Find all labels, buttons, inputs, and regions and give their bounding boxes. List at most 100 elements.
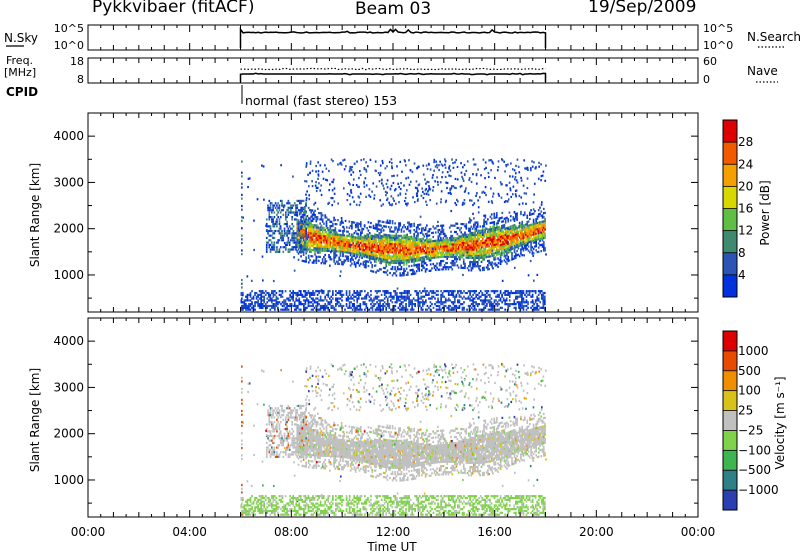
power-cell [371,304,374,308]
power-cell [309,225,311,228]
power-cell [286,222,288,226]
power-cell [272,232,274,235]
power-cell [501,231,503,234]
power-cell [376,254,379,258]
power-cell [499,231,502,234]
power-cell [532,237,535,240]
power-cell [483,243,485,247]
power-cell [467,254,470,257]
power-cell [278,209,281,212]
power-cell [450,236,452,240]
power-cell [282,206,285,209]
power-cell [328,256,330,259]
power-cell [442,268,445,271]
power-cell [428,297,430,300]
power-cell [473,248,475,251]
power-cell [398,234,400,238]
power-cell [322,291,325,295]
power-cell [503,242,506,245]
power-cell [265,250,268,253]
power-cell [461,237,464,240]
power-cell [462,233,465,236]
power-cell [315,259,318,262]
power-cell [406,238,409,241]
power-cell [339,248,342,251]
power-cell [418,248,421,251]
power-cell [464,225,466,228]
power-cell [363,180,365,183]
power-cell [321,306,323,309]
power-cell [542,241,545,244]
power-cell [481,233,484,236]
power-cell [340,219,343,222]
power-cell [539,227,541,230]
power-cell [403,184,405,187]
power-cell [425,291,427,295]
power-cell [344,246,347,250]
power-cell [489,261,492,264]
power-cell [523,159,526,162]
power-cell [349,264,352,267]
power-cell [370,290,372,293]
power-cell [393,189,396,192]
power-cell [333,247,335,251]
power-cell [406,293,409,296]
power-cell [428,244,431,247]
power-cell [403,234,405,237]
power-cell [325,231,328,234]
power-cell [498,259,501,262]
power-cell [444,163,446,166]
power-cell [319,164,322,167]
power-cell [330,251,332,254]
power-cell [507,228,510,231]
power-cell [342,246,344,249]
power-cell [292,239,295,242]
power-cell [490,240,493,243]
power-cell [335,304,337,308]
power-cell [459,185,462,188]
power-cell [316,216,319,219]
power-cell [526,235,529,238]
power-cell [456,251,459,255]
power-cell [265,241,268,244]
power-cell [396,297,398,300]
freq-left-tick-top: 18 [70,55,84,68]
power-cell [495,216,498,219]
power-cell [509,235,512,239]
power-cell [314,247,316,250]
power-cell [286,229,288,233]
power-cell [368,194,370,197]
power-cell [389,257,391,260]
power-cell [373,235,376,238]
power-cell [512,239,515,242]
power-cell [440,264,442,267]
power-cell [382,250,385,253]
power-cell [408,240,410,243]
power-cell [268,211,271,214]
power-cell [287,304,290,308]
power-cell [445,243,447,246]
power-cell [457,245,460,248]
power-cell [464,235,466,238]
power-cell [438,306,441,309]
power-cell [429,188,432,191]
power-cell [427,247,429,250]
power-cell [447,243,450,246]
power-cell [497,265,499,268]
power-cell [415,245,418,248]
power-cell [487,175,490,179]
power-cell [458,295,461,298]
power-cell [480,254,483,257]
power-cell [268,206,271,209]
power-cell [444,297,447,300]
power-cell [492,252,494,255]
power-cell [293,304,296,308]
power-cell [436,247,438,251]
power-cell [472,173,474,176]
power-cell [455,306,458,309]
power-cell [404,238,407,241]
power-cell [396,295,398,298]
power-cell [403,261,405,264]
power-cell [508,228,511,231]
power-cell [383,301,386,304]
